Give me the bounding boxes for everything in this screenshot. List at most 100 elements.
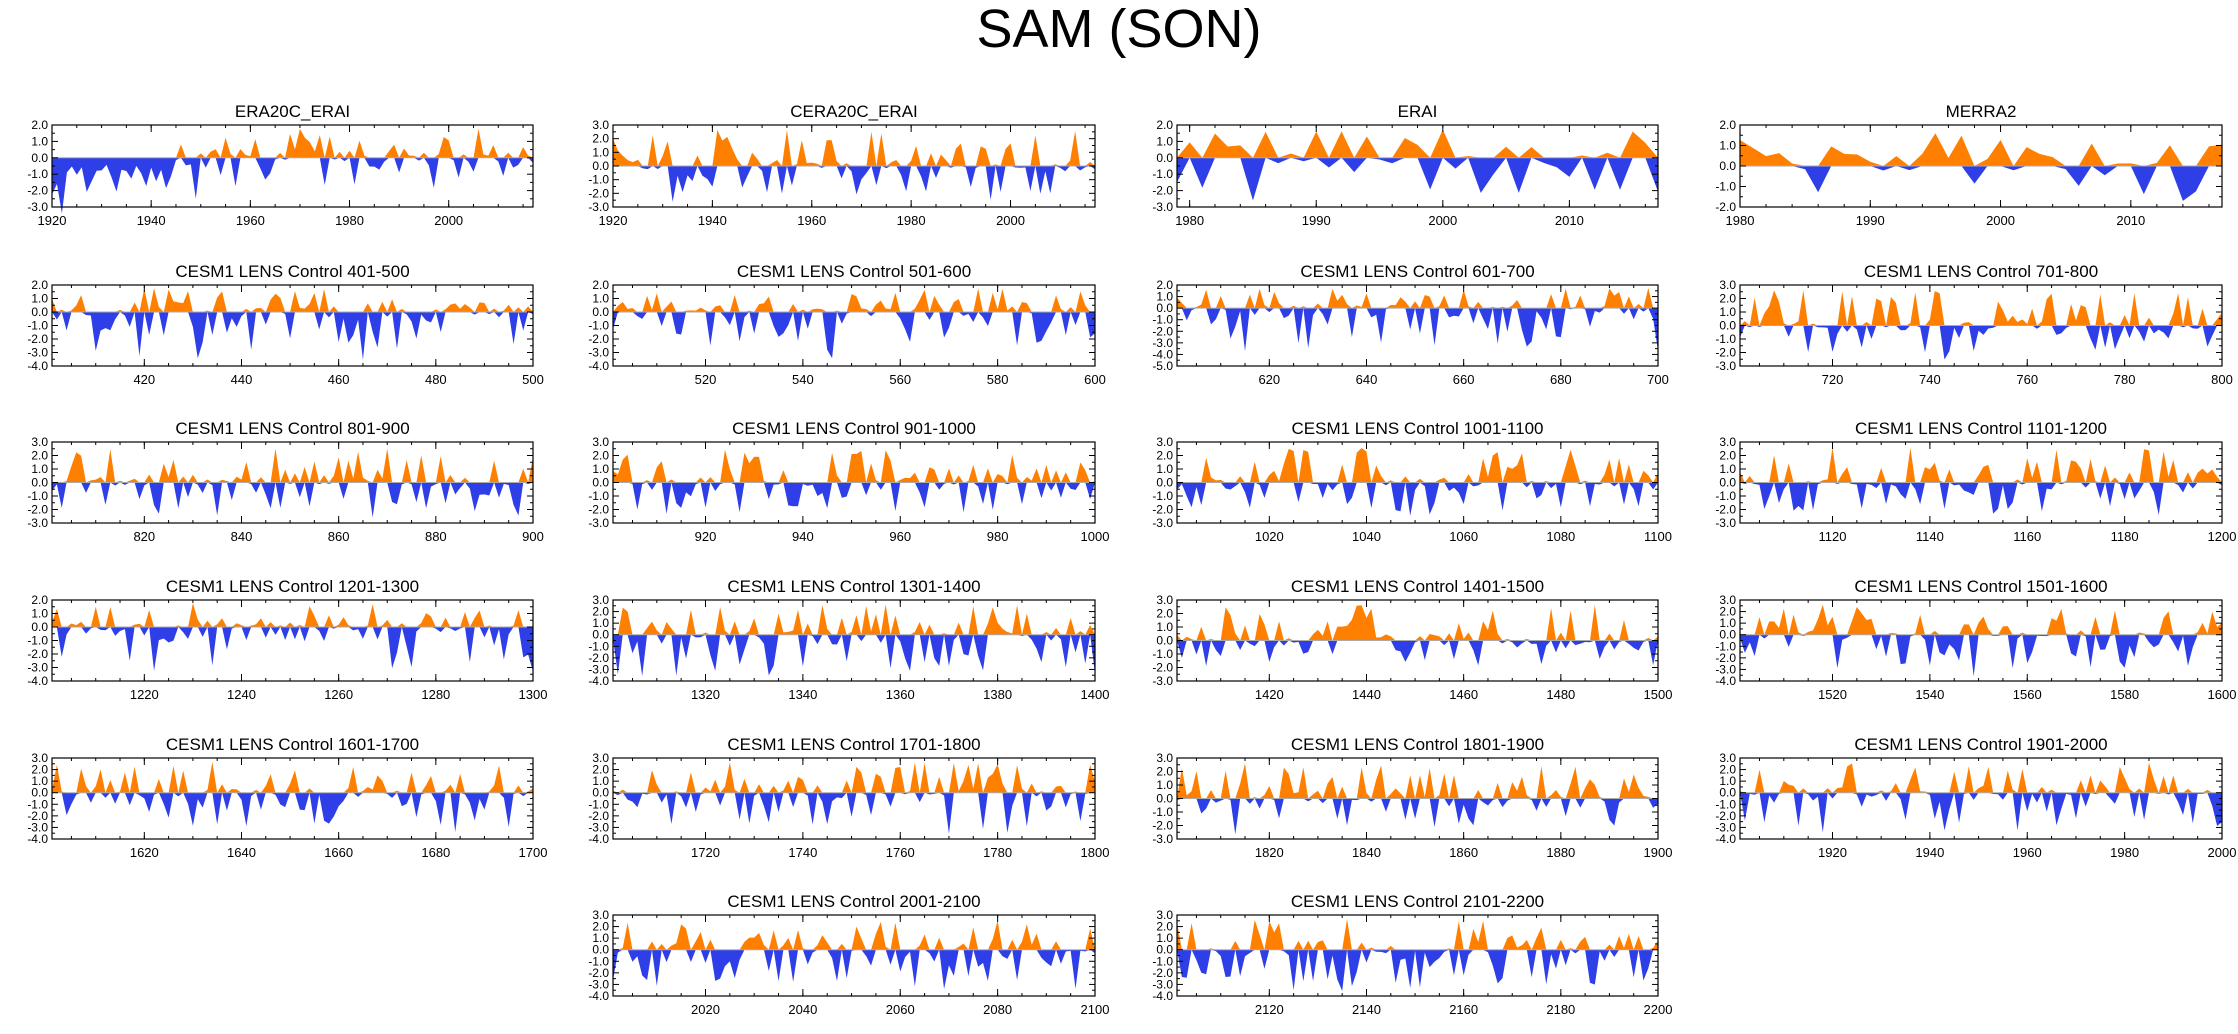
x-tick-label: 1120 xyxy=(1819,529,1847,544)
negative-area xyxy=(1177,949,1658,992)
y-tick-label: 0.0 xyxy=(1156,476,1173,490)
negative-area xyxy=(1740,792,2222,833)
negative-area xyxy=(613,792,1095,834)
x-tick-label: 1990 xyxy=(1856,213,1885,228)
negative-area xyxy=(1740,325,2222,360)
y-tick-label: -2.0 xyxy=(27,809,48,823)
y-tick-label: 0.0 xyxy=(31,476,48,490)
x-tick-label: 1980 xyxy=(1726,213,1755,228)
y-tick-label: 0.0 xyxy=(1719,628,1736,642)
x-tick-label: 1560 xyxy=(2013,687,2042,702)
y-tick-label: 0.0 xyxy=(31,151,48,165)
y-tick-label: -2.0 xyxy=(588,809,609,823)
x-tick-label: 520 xyxy=(695,372,717,387)
y-tick-label: 0.0 xyxy=(1156,634,1173,648)
y-tick-label: -3.0 xyxy=(588,200,609,214)
y-tick-label: -2.0 xyxy=(1152,503,1173,517)
y-tick-label: 3.0 xyxy=(1156,908,1173,922)
positive-area xyxy=(52,288,533,312)
y-tick-label: 1.0 xyxy=(592,774,609,788)
positive-area xyxy=(1177,604,1658,641)
y-tick-label: 3.0 xyxy=(592,751,609,765)
x-tick-label: 1980 xyxy=(335,213,364,228)
x-tick-label: 1280 xyxy=(421,687,450,702)
y-tick-label: 3.0 xyxy=(592,908,609,922)
y-tick-label: -3.0 xyxy=(1152,336,1173,350)
x-tick-label: 1820 xyxy=(1255,845,1284,860)
y-tick-label: 0.0 xyxy=(1719,159,1736,173)
x-tick-label: 480 xyxy=(425,372,447,387)
panel-8: CESM1 LENS Control 701-800 3.02.01.00.0-1… xyxy=(1715,262,2233,387)
plot-frame xyxy=(51,284,534,367)
y-tick-label: 3.0 xyxy=(1719,751,1736,765)
y-tick-label: -2.0 xyxy=(588,966,609,980)
x-tick-label: 2000 xyxy=(1986,213,2015,228)
y-tick-label: -2.0 xyxy=(1152,966,1173,980)
x-tick-label: 680 xyxy=(1550,372,1572,387)
x-tick-label: 1140 xyxy=(1916,529,1944,544)
x-tick-label: 2160 xyxy=(1449,1002,1478,1017)
panel-19: CESM1 LENS Control 1801-1900 3.02.01.00.0… xyxy=(1152,735,1672,860)
y-tick-label: 2.0 xyxy=(592,605,609,619)
y-tick-label: 1.0 xyxy=(1719,616,1736,630)
panel-title: CESM1 LENS Control 601-700 xyxy=(1300,262,1534,281)
plot-frame xyxy=(612,914,1096,997)
x-tick-label: 1720 xyxy=(691,845,720,860)
x-tick-label: 1960 xyxy=(2013,845,2042,860)
negative-area xyxy=(613,312,1095,359)
y-tick-label: 0.0 xyxy=(592,476,609,490)
y-tick-label: -2.0 xyxy=(588,651,609,665)
panel-22: CESM1 LENS Control 2101-2200 3.02.01.00.0… xyxy=(1152,892,1672,1017)
y-tick-label: -1.0 xyxy=(588,954,609,968)
x-tick-label: 980 xyxy=(987,529,1009,544)
y-tick-label: -2.0 xyxy=(588,186,609,200)
panel-title: CESM1 LENS Control 1901-2000 xyxy=(1854,735,2107,754)
y-tick-label: 1.0 xyxy=(1719,305,1736,319)
y-tick-label: -2.0 xyxy=(1715,200,1736,214)
x-tick-label: 1020 xyxy=(1255,529,1284,544)
x-tick-label: 860 xyxy=(328,529,350,544)
x-tick-label: 1980 xyxy=(2110,845,2139,860)
x-tick-label: 2010 xyxy=(2116,213,2145,228)
y-tick-label: -3.0 xyxy=(588,977,609,991)
y-tick-label: 2.0 xyxy=(1156,607,1173,621)
y-tick-label: -2.0 xyxy=(1715,503,1736,517)
x-tick-label: 620 xyxy=(1258,372,1280,387)
y-tick-label: 0.0 xyxy=(1156,151,1173,165)
x-tick-label: 1180 xyxy=(2111,529,2139,544)
x-tick-label: 700 xyxy=(1647,372,1669,387)
negative-area xyxy=(52,157,533,214)
y-tick-label: 2.0 xyxy=(1719,292,1736,306)
x-tick-label: 1540 xyxy=(1915,687,1944,702)
y-tick-label: -3.0 xyxy=(1715,359,1736,373)
y-tick-label: -1.0 xyxy=(588,797,609,811)
y-tick-label: -2.0 xyxy=(588,332,609,346)
y-tick-label: -1.0 xyxy=(588,489,609,503)
positive-area xyxy=(52,448,533,483)
x-tick-label: 720 xyxy=(1822,372,1844,387)
y-tick-label: -4.0 xyxy=(27,832,48,846)
y-tick-label: 0.0 xyxy=(31,305,48,319)
y-tick-label: -1.0 xyxy=(27,797,48,811)
y-tick-label: 1.0 xyxy=(592,931,609,945)
x-tick-label: 820 xyxy=(133,529,155,544)
y-tick-label: 2.0 xyxy=(31,118,48,132)
y-tick-label: -1.0 xyxy=(1715,180,1736,194)
y-tick-label: 2.0 xyxy=(592,132,609,146)
positive-area xyxy=(52,602,533,627)
x-tick-label: 1980 xyxy=(1175,213,1204,228)
x-tick-label: 1940 xyxy=(1915,845,1944,860)
y-tick-label: 0.0 xyxy=(31,620,48,634)
positive-area xyxy=(613,762,1095,793)
negative-area xyxy=(613,482,1095,514)
panel-title: ERA20C_ERAI xyxy=(235,102,350,121)
y-tick-label: -2.0 xyxy=(1152,819,1173,833)
panel-title: CESM1 LENS Control 801-900 xyxy=(175,419,409,438)
y-tick-label: 1.0 xyxy=(1156,290,1173,304)
y-tick-label: -4.0 xyxy=(588,832,609,846)
y-tick-label: -2.0 xyxy=(588,503,609,517)
x-tick-label: 1940 xyxy=(137,213,166,228)
x-tick-label: 1600 xyxy=(2208,687,2237,702)
y-tick-label: -5.0 xyxy=(1152,359,1173,373)
